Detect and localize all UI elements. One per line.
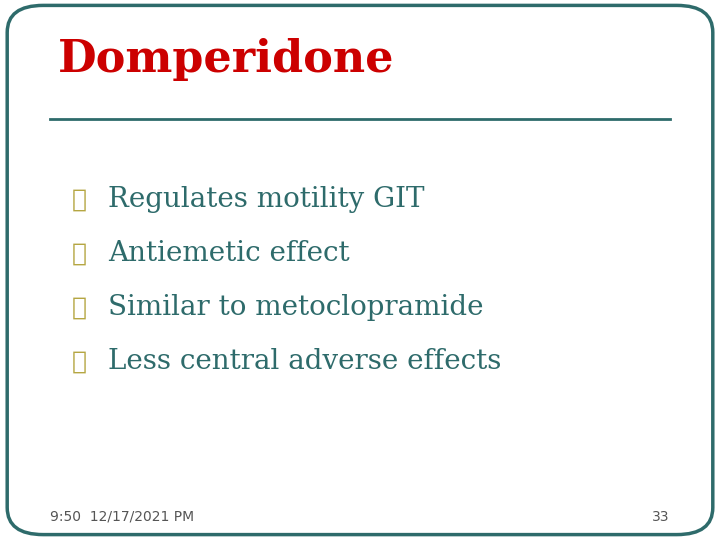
Text: Similar to metoclopramide: Similar to metoclopramide: [108, 294, 484, 321]
Text: ❖: ❖: [72, 350, 87, 373]
Text: Domperidone: Domperidone: [58, 38, 394, 81]
Text: ❖: ❖: [72, 242, 87, 265]
Text: Less central adverse effects: Less central adverse effects: [108, 348, 501, 375]
Text: Regulates motility GIT: Regulates motility GIT: [108, 186, 425, 213]
Text: ❖: ❖: [72, 296, 87, 319]
Text: 33: 33: [652, 510, 670, 524]
Text: 9:50  12/17/2021 PM: 9:50 12/17/2021 PM: [50, 510, 194, 524]
Text: ❖: ❖: [72, 188, 87, 211]
FancyBboxPatch shape: [7, 5, 713, 535]
Text: Antiemetic effect: Antiemetic effect: [108, 240, 350, 267]
